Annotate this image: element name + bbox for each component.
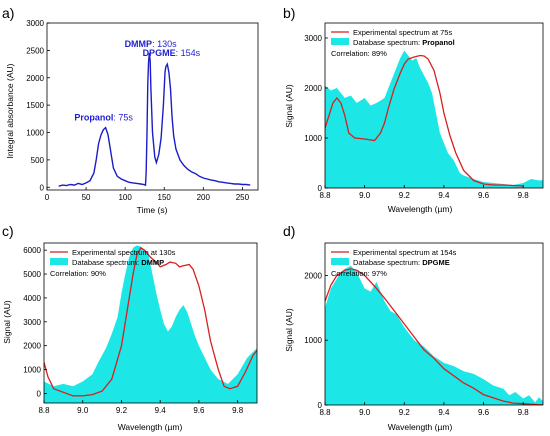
experimental-spectrum-line bbox=[325, 54, 524, 187]
y-axis-label: Signal (AU) bbox=[284, 84, 294, 128]
x-tick-label: 0 bbox=[45, 193, 50, 202]
y-axis-label: Signal (AU) bbox=[2, 300, 12, 344]
x-tick-label: 9.8 bbox=[518, 408, 530, 417]
y-tick-label: 1000 bbox=[23, 366, 41, 375]
x-tick-label: 9.8 bbox=[518, 191, 530, 200]
y-tick-label: 3000 bbox=[304, 34, 322, 43]
x-axis-label: Wavelength (µm) bbox=[118, 422, 183, 432]
x-tick-label: 9.0 bbox=[359, 191, 371, 200]
peak-annotation: DMMP: 130s bbox=[125, 39, 178, 49]
y-tick-label: 5000 bbox=[23, 270, 41, 279]
x-tick-label: 8.8 bbox=[38, 406, 50, 415]
x-tick-label: 9.6 bbox=[478, 408, 490, 417]
plot-frame bbox=[43, 242, 258, 404]
x-tick-label: 8.8 bbox=[319, 191, 331, 200]
x-tick-label: 9.2 bbox=[116, 406, 128, 415]
panel-label: b) bbox=[283, 5, 295, 21]
y-tick-label: 6000 bbox=[23, 246, 41, 255]
x-tick-label: 9.6 bbox=[478, 191, 490, 200]
plot-frame bbox=[324, 22, 544, 189]
legend-swatch-database bbox=[331, 38, 349, 45]
plot-frame bbox=[324, 242, 544, 406]
x-tick-label: 250 bbox=[236, 193, 250, 202]
x-axis-label: Wavelength (µm) bbox=[388, 204, 453, 214]
x-tick-label: 9.2 bbox=[399, 408, 411, 417]
panel-label: a) bbox=[2, 5, 14, 21]
x-tick-label: 200 bbox=[197, 193, 211, 202]
panel-d: d) Wavelength (µm) Signal (AU) 8.8 9.0 9.2… bbox=[283, 223, 544, 432]
y-tick-label: 4000 bbox=[23, 294, 41, 303]
legend-label-database: Database spectrum: Propanol bbox=[353, 38, 455, 47]
x-tick-label: 9.8 bbox=[232, 406, 244, 415]
y-tick-label: 2000 bbox=[304, 271, 322, 280]
legend-label-database: Database spectrum: DPGME bbox=[353, 258, 450, 267]
panel-label: c) bbox=[2, 223, 14, 239]
y-tick-label: 1000 bbox=[26, 129, 44, 138]
plot-frame bbox=[46, 22, 259, 191]
x-tick-label: 9.4 bbox=[438, 408, 450, 417]
absorbance-line bbox=[58, 53, 251, 187]
peak-annotation: DPGME: 154s bbox=[143, 48, 201, 58]
x-tick-label: 9.2 bbox=[399, 191, 411, 200]
database-spectrum-area bbox=[325, 50, 543, 188]
x-tick-label: 9.0 bbox=[77, 406, 89, 415]
legend-swatch-database bbox=[331, 258, 349, 265]
y-tick-label: 500 bbox=[31, 156, 45, 165]
legend-label-experimental: Experimental spectrum at 130s bbox=[72, 248, 176, 257]
legend-label-experimental: Experimental spectrum at 154s bbox=[353, 248, 457, 257]
experimental-spectrum-line bbox=[44, 246, 257, 397]
panel-label: d) bbox=[283, 223, 295, 239]
y-tick-label: 0 bbox=[37, 389, 42, 398]
correlation-label: Correlation: 89% bbox=[331, 49, 387, 58]
x-tick-label: 100 bbox=[118, 193, 132, 202]
x-tick-label: 9.6 bbox=[193, 406, 205, 415]
y-tick-label: 0 bbox=[318, 184, 323, 193]
y-tick-label: 2000 bbox=[304, 84, 322, 93]
y-axis-label: Integral absorbance (AU) bbox=[5, 63, 15, 158]
x-tick-label: 9.4 bbox=[155, 406, 167, 415]
y-tick-label: 2000 bbox=[23, 342, 41, 351]
legend-swatch-database bbox=[50, 258, 68, 265]
y-tick-label: 0 bbox=[318, 401, 323, 410]
x-axis-label: Time (s) bbox=[137, 205, 168, 215]
y-tick-label: 2000 bbox=[26, 74, 44, 83]
y-tick-label: 1000 bbox=[304, 336, 322, 345]
y-tick-label: 2500 bbox=[26, 46, 44, 55]
x-tick-label: 9.0 bbox=[359, 408, 371, 417]
y-tick-label: 1500 bbox=[26, 101, 44, 110]
panel-c: c) Wavelength (µm) Signal (AU) 8.8 9.0 9.2… bbox=[2, 223, 258, 432]
y-tick-label: 0 bbox=[40, 183, 45, 192]
x-tick-label: 9.4 bbox=[438, 191, 450, 200]
experimental-spectrum-line bbox=[325, 268, 543, 405]
x-tick-label: 50 bbox=[82, 193, 91, 202]
database-spectrum-area bbox=[325, 265, 543, 405]
panel-b: b) Wavelength (µm) Signal (AU) 8.8 9.0 9.2… bbox=[283, 5, 544, 214]
x-tick-label: 150 bbox=[158, 193, 172, 202]
y-tick-label: 3000 bbox=[23, 318, 41, 327]
legend-label-database: Database spectrum: DMMP bbox=[72, 258, 164, 267]
legend-label-experimental: Experimental spectrum at 75s bbox=[353, 28, 452, 37]
panel-a: a) Time (s) Integral absorbance (AU) 0 50… bbox=[2, 5, 259, 215]
y-axis-label: Signal (AU) bbox=[284, 308, 294, 352]
correlation-label: Correlation: 90% bbox=[50, 269, 106, 278]
x-axis-label: Wavelength (µm) bbox=[388, 422, 453, 432]
x-tick-label: 8.8 bbox=[319, 408, 331, 417]
y-tick-label: 1000 bbox=[304, 134, 322, 143]
y-tick-label: 3000 bbox=[26, 19, 44, 28]
database-spectrum-area bbox=[44, 245, 257, 403]
peak-annotation: Propanol: 75s bbox=[74, 113, 133, 123]
correlation-label: Correlation: 97% bbox=[331, 269, 387, 278]
